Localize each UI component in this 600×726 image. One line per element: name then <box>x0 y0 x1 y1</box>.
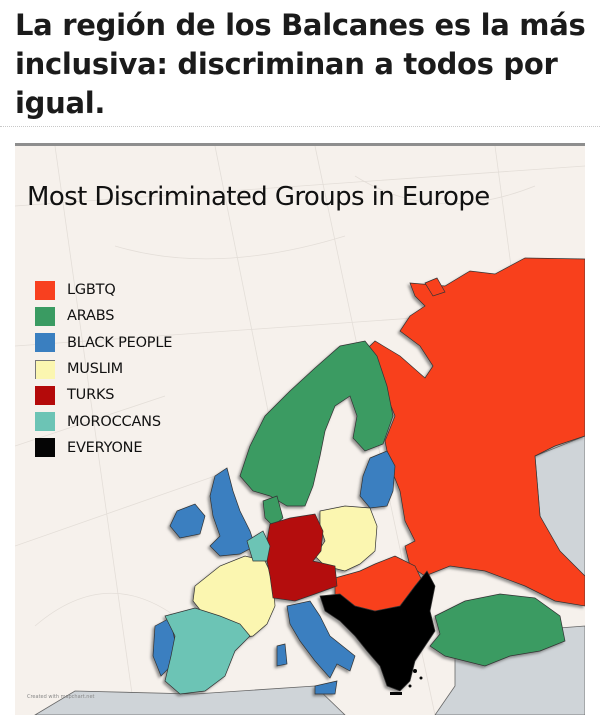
legend-item-lgbtq: LGBTQ <box>35 277 172 303</box>
legend-label: BLACK PEOPLE <box>67 334 173 351</box>
map-title: Most Discriminated Groups in Europe <box>27 182 490 212</box>
legend-label: ARABS <box>67 308 115 325</box>
map-credit: Created with mapchart.net <box>27 694 95 700</box>
legend-swatch-turks <box>35 385 55 405</box>
legend-label: EVERYONE <box>67 439 143 456</box>
divider <box>0 126 600 127</box>
europe-map <box>15 146 585 715</box>
legend-swatch-lgbtq <box>35 280 55 300</box>
legend-item-everyone: EVERYONE <box>35 435 172 461</box>
legend-item-muslim: MUSLIM <box>35 356 172 382</box>
legend-item-black-people: BLACK PEOPLE <box>35 330 172 356</box>
map-legend: LGBTQ ARABS BLACK PEOPLE MUSLIM TURKS MO… <box>35 277 172 461</box>
legend-label: MOROCCANS <box>67 413 161 430</box>
legend-label: MUSLIM <box>67 361 123 378</box>
legend-swatch-black-people <box>35 333 55 353</box>
legend-label: TURKS <box>67 387 115 404</box>
legend-item-moroccans: MOROCCANS <box>35 408 172 434</box>
post-headline: La región de los Balcanes es la más incl… <box>15 8 586 120</box>
legend-item-turks: TURKS <box>35 382 172 408</box>
legend-label: LGBTQ <box>67 282 116 299</box>
legend-swatch-arabs <box>35 306 55 326</box>
legend-swatch-moroccans <box>35 412 55 432</box>
legend-item-arabs: ARABS <box>35 303 172 329</box>
map-image: Most Discriminated Groups in Europe LGBT… <box>15 143 585 715</box>
legend-swatch-muslim <box>35 359 55 379</box>
legend-swatch-everyone <box>35 438 55 458</box>
